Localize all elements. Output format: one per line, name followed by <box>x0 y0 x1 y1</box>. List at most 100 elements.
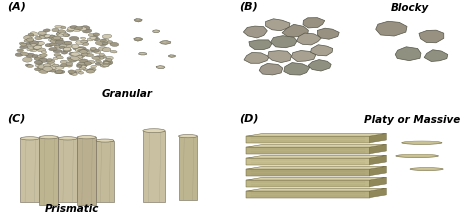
Ellipse shape <box>69 71 77 75</box>
Ellipse shape <box>110 50 117 53</box>
Ellipse shape <box>78 72 83 74</box>
Ellipse shape <box>46 59 55 63</box>
Ellipse shape <box>48 38 56 42</box>
Ellipse shape <box>80 59 88 63</box>
Ellipse shape <box>99 62 105 66</box>
Ellipse shape <box>37 41 45 45</box>
Ellipse shape <box>27 38 34 42</box>
Ellipse shape <box>23 57 32 62</box>
Ellipse shape <box>49 43 56 46</box>
Ellipse shape <box>72 27 81 32</box>
Ellipse shape <box>37 66 45 69</box>
Ellipse shape <box>89 50 94 52</box>
Ellipse shape <box>94 56 100 58</box>
Ellipse shape <box>100 39 106 42</box>
Ellipse shape <box>70 26 77 29</box>
Ellipse shape <box>44 36 49 38</box>
Ellipse shape <box>71 72 77 75</box>
Polygon shape <box>179 136 198 200</box>
Ellipse shape <box>30 44 36 46</box>
Polygon shape <box>246 180 370 187</box>
Ellipse shape <box>78 62 84 65</box>
Polygon shape <box>370 177 386 187</box>
Polygon shape <box>376 21 407 36</box>
Polygon shape <box>246 191 370 198</box>
Ellipse shape <box>59 70 65 73</box>
Ellipse shape <box>78 27 87 31</box>
Ellipse shape <box>43 64 51 67</box>
Ellipse shape <box>158 66 162 67</box>
Ellipse shape <box>80 50 87 54</box>
Ellipse shape <box>68 70 75 73</box>
Ellipse shape <box>27 47 35 51</box>
Ellipse shape <box>23 36 32 40</box>
Polygon shape <box>271 36 297 48</box>
Ellipse shape <box>30 48 37 52</box>
Ellipse shape <box>97 56 104 59</box>
Polygon shape <box>246 134 386 136</box>
Polygon shape <box>246 166 386 169</box>
Ellipse shape <box>17 49 24 52</box>
Ellipse shape <box>34 56 43 60</box>
Ellipse shape <box>62 34 68 37</box>
Ellipse shape <box>63 48 72 52</box>
Text: (A): (A) <box>7 1 26 11</box>
Ellipse shape <box>15 53 23 56</box>
Ellipse shape <box>170 55 173 56</box>
Ellipse shape <box>106 62 111 64</box>
Ellipse shape <box>71 52 79 56</box>
Ellipse shape <box>53 36 61 40</box>
Ellipse shape <box>77 136 96 139</box>
Ellipse shape <box>52 37 58 40</box>
Ellipse shape <box>35 36 42 40</box>
Ellipse shape <box>39 36 46 38</box>
Ellipse shape <box>27 65 33 67</box>
Ellipse shape <box>87 38 93 41</box>
Ellipse shape <box>66 45 72 47</box>
Ellipse shape <box>103 60 113 65</box>
Ellipse shape <box>32 55 38 58</box>
Polygon shape <box>246 177 386 180</box>
Ellipse shape <box>410 168 443 170</box>
Ellipse shape <box>137 19 139 20</box>
Ellipse shape <box>102 47 111 52</box>
Polygon shape <box>143 131 165 202</box>
Ellipse shape <box>43 67 53 71</box>
Ellipse shape <box>66 62 73 65</box>
Ellipse shape <box>20 43 27 46</box>
Polygon shape <box>370 134 386 143</box>
Ellipse shape <box>41 67 47 69</box>
Ellipse shape <box>80 64 87 67</box>
Ellipse shape <box>63 47 71 51</box>
Ellipse shape <box>102 39 109 42</box>
Ellipse shape <box>95 41 103 45</box>
Ellipse shape <box>40 54 47 57</box>
Ellipse shape <box>45 44 53 47</box>
Ellipse shape <box>80 65 86 68</box>
Ellipse shape <box>103 60 109 62</box>
Ellipse shape <box>59 44 67 48</box>
Ellipse shape <box>25 64 31 67</box>
Ellipse shape <box>67 64 73 67</box>
Ellipse shape <box>50 39 59 43</box>
Ellipse shape <box>396 154 438 157</box>
Ellipse shape <box>76 63 85 67</box>
Ellipse shape <box>95 63 100 65</box>
Polygon shape <box>156 66 165 69</box>
Ellipse shape <box>34 60 42 64</box>
Polygon shape <box>308 60 331 71</box>
Polygon shape <box>249 40 272 50</box>
Polygon shape <box>395 47 421 61</box>
Ellipse shape <box>35 41 43 45</box>
Polygon shape <box>370 188 386 198</box>
Ellipse shape <box>54 54 61 56</box>
Ellipse shape <box>99 47 107 51</box>
Ellipse shape <box>46 59 52 61</box>
Ellipse shape <box>58 34 64 37</box>
Ellipse shape <box>48 69 56 72</box>
Polygon shape <box>284 62 310 75</box>
Polygon shape <box>96 140 114 202</box>
Polygon shape <box>282 24 309 37</box>
Ellipse shape <box>67 29 73 32</box>
Ellipse shape <box>63 42 69 45</box>
